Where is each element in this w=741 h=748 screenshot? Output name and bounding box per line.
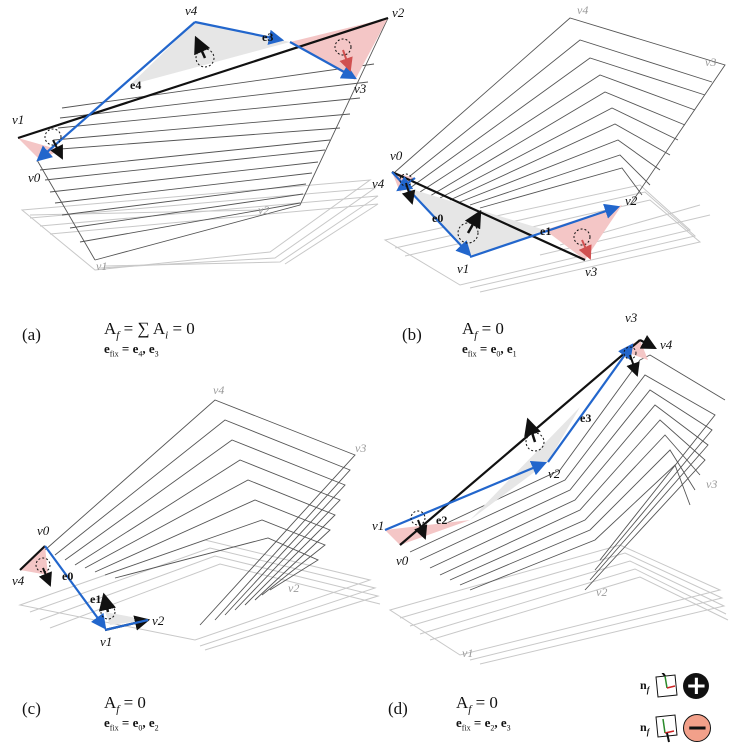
caption-d-fixed-edges: efix = e2, e3	[456, 715, 511, 733]
panel-b-e1-label: e1	[540, 224, 551, 238]
panel-a-v2-label: v2	[392, 5, 405, 20]
panel-b-gray-v3-label: v3	[705, 55, 716, 69]
panel-d-gray-v2-label: v2	[596, 585, 607, 599]
caption-a-label: (a)	[22, 325, 41, 344]
panel-d-e3-label: e3	[580, 411, 591, 425]
panel-c-black-edge-1	[19, 545, 46, 571]
panel-d-diagram: v3 v4 v1 v0 v2 e2 e3 v3 v2 v1	[372, 310, 729, 665]
caption-a-fixed-edges: efix = e4, e3	[104, 341, 159, 359]
panel-c-normals	[35, 557, 116, 620]
panel-a-v3-label: v3	[354, 81, 367, 96]
panel-c-e0-label: e0	[62, 569, 73, 583]
plus-icon: +	[683, 673, 710, 699]
panel-b-v4-label: v4	[372, 176, 385, 191]
panel-d-v2-label: v2	[548, 466, 561, 481]
panel-d-black-edge	[399, 339, 641, 546]
panel-b-gray-face	[408, 188, 545, 257]
caption-c-fixed-edges: efix = e0, e2	[104, 715, 159, 733]
panel-b-v1-label: v1	[457, 261, 469, 276]
panel-c-gray-v4-label: v4	[213, 383, 224, 397]
panel-a-normals	[44, 35, 353, 160]
caption-b-fixed-edges: efix = e0, e1	[462, 341, 517, 359]
panel-d-black-tip	[639, 334, 657, 350]
legend-negative: nf −	[640, 713, 712, 743]
panel-d-v4-label: v4	[660, 337, 673, 352]
panel-b-black-edge	[391, 170, 586, 262]
panel-c-shadow-layers	[18, 539, 381, 651]
minus-icon: −	[683, 714, 712, 742]
panel-a-e4-label: e4	[130, 78, 141, 92]
panel-a-pink-right	[290, 18, 388, 80]
panel-d-gray-v3-label: v3	[706, 477, 717, 491]
caption-a-equation: Af = ∑ Ai = 0	[104, 319, 195, 342]
panel-d-normals	[410, 346, 640, 540]
panel-a-blue-edges	[36, 20, 357, 162]
panel-a-v4-label: v4	[185, 3, 198, 18]
caption-b-equation: Af = 0	[462, 319, 504, 342]
caption-d-equation: Af = 0	[456, 693, 498, 716]
panel-d-shadow-layers	[388, 544, 729, 665]
panel-b-normals	[399, 173, 592, 260]
panel-b-surface-lines	[394, 17, 726, 209]
panel-a-black-edge	[17, 16, 389, 140]
panel-a-surface-lines	[36, 17, 389, 261]
panel-c-pink	[20, 546, 48, 575]
panel-c-gray-v3-label: v3	[355, 441, 366, 455]
panel-c-v0-label: v0	[37, 523, 50, 538]
panel-a-v0-label: v0	[28, 170, 41, 185]
caption-c-equation: Af = 0	[104, 693, 146, 716]
legend-positive: nf +	[640, 673, 710, 699]
legend-positive-label: nf	[640, 677, 650, 695]
panel-b-gray-v4-label: v4	[577, 3, 588, 17]
caption-b-label: (b)	[402, 325, 422, 344]
panel-a-gray-v2-label: v2	[258, 203, 269, 217]
legend-negative-label: nf	[640, 719, 650, 737]
panel-c-e1-label: e1	[90, 592, 101, 606]
panel-b-e0-label: e0	[432, 211, 443, 225]
caption-c-label: (c)	[22, 699, 41, 718]
panel-b-v3-label: v3	[585, 264, 598, 279]
panel-d-v0-label: v0	[396, 553, 409, 568]
panel-c-surface-lines	[44, 399, 356, 626]
panel-b-v2-label: v2	[625, 193, 638, 208]
panel-b-v0-label: v0	[390, 148, 403, 163]
panel-d-gray-face	[470, 407, 580, 520]
panel-a-shadow-layers	[20, 179, 379, 271]
panel-c-gray-v2-label: v2	[288, 581, 299, 595]
panel-d-e2-label: e2	[436, 513, 447, 527]
panel-c-v1-label: v1	[100, 634, 112, 649]
panel-a-e3-label: e3	[262, 30, 273, 44]
caption-d-label: (d)	[388, 699, 408, 718]
panel-d-v3-label: v3	[625, 310, 638, 325]
panel-d-gray-v1-label: v1	[462, 646, 473, 660]
panel-d-v1-label: v1	[372, 518, 384, 533]
panel-c-gray-face	[105, 612, 148, 625]
panel-a-diagram: v4 v2 v1 v0 v3 e3 e4 v2 v1	[12, 3, 405, 273]
panel-d-surface-lines	[399, 354, 726, 591]
panel-d-blue-edges	[384, 343, 634, 532]
panel-b-diagram: v0 v4 v2 v1 v3 e0 e1 v4 v3	[372, 3, 726, 293]
panel-a-gray-v1-label: v1	[96, 259, 107, 273]
panel-b-pink-right	[545, 205, 622, 260]
panel-c-blue-edges	[44, 545, 149, 632]
legend-positive-face-icon	[655, 673, 678, 698]
panel-c-v4-label: v4	[12, 573, 25, 588]
legend-negative-face-icon	[655, 714, 678, 743]
panel-a-v1-label: v1	[12, 112, 24, 127]
panel-c-v2-label: v2	[152, 613, 165, 628]
panel-c-diagram: v0 v4 v1 v2 e0 e1 v4 v3 v2	[12, 383, 381, 651]
